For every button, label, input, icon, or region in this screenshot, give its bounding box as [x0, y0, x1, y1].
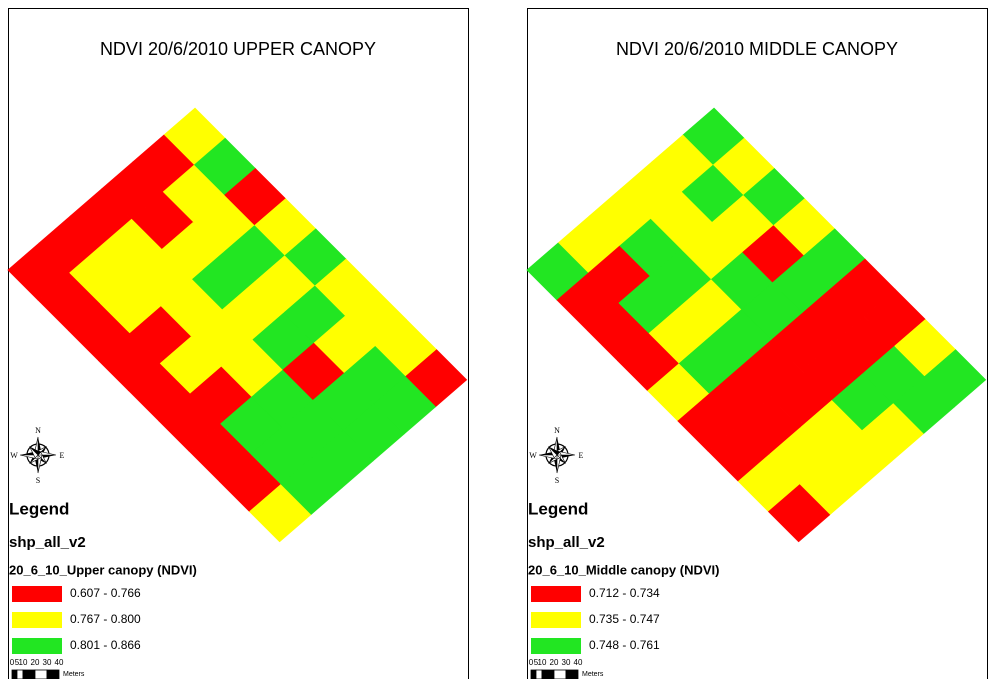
compass-point	[37, 454, 43, 474]
map-title: NDVI 20/6/2010 UPPER CANOPY	[100, 39, 376, 59]
scale-label: 10	[19, 658, 28, 667]
scale-label: 20	[31, 658, 40, 667]
legend-label: 0.801 - 0.866	[70, 638, 141, 652]
scale-label: 40	[55, 658, 64, 667]
legend-title: Legend	[9, 499, 69, 518]
legend-swatch	[12, 638, 62, 654]
scale-segment	[541, 669, 555, 679]
legend-swatch	[12, 586, 62, 602]
scale-segment	[34, 669, 48, 679]
compass-e: E	[579, 451, 584, 460]
legend-field: 20_6_10_Middle canopy (NDVI)	[528, 562, 719, 577]
legend-swatch	[531, 612, 581, 628]
scale-unit: Meters	[63, 671, 85, 678]
scale-label: 40	[574, 658, 583, 667]
scale-segment	[565, 669, 579, 679]
legend-swatch	[531, 586, 581, 602]
map-panel: NDVI 20/6/2010 MIDDLE CANOPY N S E W Legend sh…	[526, 8, 988, 679]
scale-unit: Meters	[582, 671, 604, 678]
legend-field: 20_6_10_Upper canopy (NDVI)	[9, 562, 197, 577]
compass-e: E	[60, 451, 65, 460]
legend-swatch	[531, 638, 581, 654]
scale-label: 0	[10, 658, 15, 667]
compass-point	[29, 446, 41, 455]
legend-layer: shp_all_v2	[528, 534, 605, 551]
scale-label: 0	[529, 658, 534, 667]
compass-s: S	[36, 476, 40, 485]
legend-label: 0.712 - 0.734	[589, 586, 660, 600]
compass-s: S	[555, 476, 559, 485]
scale-label: 10	[538, 658, 547, 667]
compass-point	[556, 454, 562, 474]
scale-segment	[16, 669, 24, 679]
legend-label: 0.767 - 0.800	[70, 612, 141, 626]
compass-point	[19, 454, 39, 460]
scale-segment	[530, 669, 537, 679]
map-cell	[248, 484, 312, 543]
scale-label: 5	[15, 658, 20, 667]
compass-point	[538, 454, 558, 460]
compass-n: N	[554, 426, 560, 435]
scale-segment	[46, 669, 60, 679]
scale-segment	[22, 669, 36, 679]
compass-w: W	[10, 451, 18, 460]
compass-point	[548, 446, 560, 455]
legend-label: 0.735 - 0.747	[589, 612, 660, 626]
legend-label: 0.607 - 0.766	[70, 586, 141, 600]
compass-point	[29, 446, 39, 459]
map-panel: NDVI 20/6/2010 UPPER CANOPY N S E W Legend shp…	[7, 8, 469, 679]
scale-segment	[553, 669, 567, 679]
scale-label: 20	[550, 658, 559, 667]
scale-segment	[11, 669, 18, 679]
compass: N S E W	[529, 426, 583, 485]
map-title: NDVI 20/6/2010 MIDDLE CANOPY	[616, 39, 898, 59]
compass-point	[548, 446, 558, 459]
scale-label: 5	[534, 658, 539, 667]
scale-label: 30	[43, 658, 52, 667]
compass-w: W	[529, 451, 537, 460]
legend-layer: shp_all_v2	[9, 534, 86, 551]
scale-label: 30	[562, 658, 571, 667]
compass-n: N	[35, 426, 41, 435]
legend-label: 0.748 - 0.761	[589, 638, 660, 652]
legend-title: Legend	[528, 499, 588, 518]
scale-segment	[535, 669, 543, 679]
legend-swatch	[12, 612, 62, 628]
map-cell	[767, 484, 831, 543]
compass: N S E W	[10, 426, 64, 485]
